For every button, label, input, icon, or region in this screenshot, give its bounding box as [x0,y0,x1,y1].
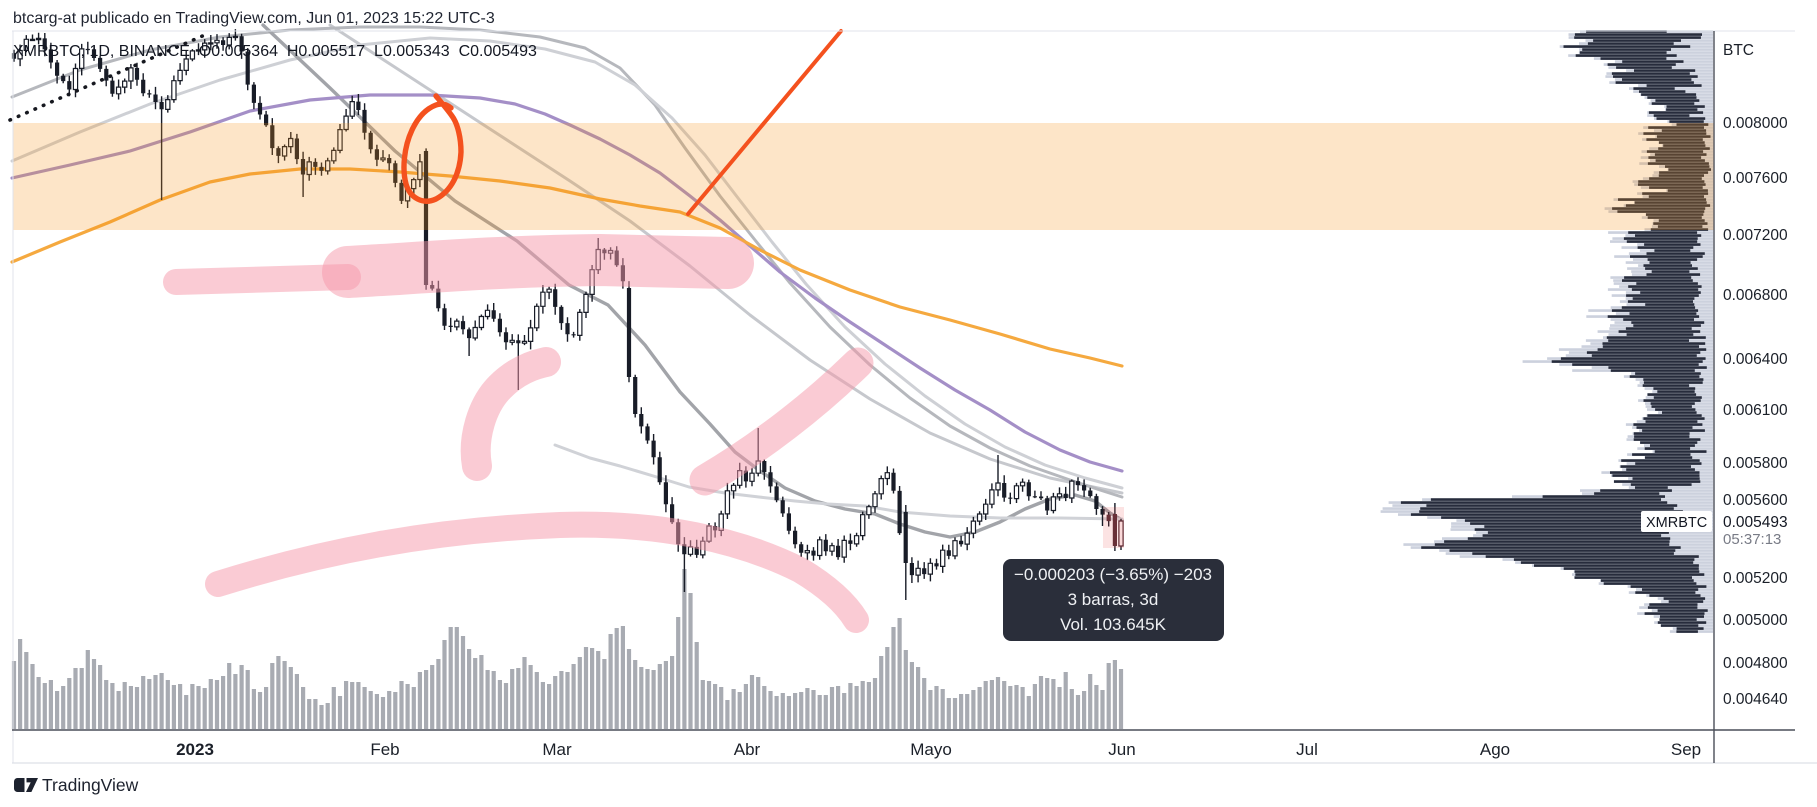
svg-text:3 barras, 3d: 3 barras, 3d [1068,590,1159,609]
svg-text:Vol. 103.645K: Vol. 103.645K [1060,615,1167,634]
svg-text:0.005200: 0.005200 [1723,570,1788,587]
svg-text:0.007600: 0.007600 [1723,170,1788,187]
svg-text:Feb: Feb [370,740,399,759]
svg-text:0.005800: 0.005800 [1723,455,1788,472]
svg-text:0.005600: 0.005600 [1723,492,1788,509]
svg-text:0.006400: 0.006400 [1723,351,1788,368]
svg-text:btcarg-at publicado en Trading: btcarg-at publicado en TradingView.com, … [13,10,495,27]
svg-text:2023: 2023 [176,740,214,759]
svg-text:0.006100: 0.006100 [1723,402,1788,419]
svg-text:0.004640: 0.004640 [1723,691,1788,708]
svg-text:Sep: Sep [1671,740,1701,759]
svg-text:0.008000: 0.008000 [1723,115,1788,132]
svg-text:0.005493: 0.005493 [1723,514,1788,531]
svg-text:XMRBTC, 1D, BINANCE O0.005364: XMRBTC, 1D, BINANCE O0.005364 H0.005517 … [13,43,537,60]
svg-text:0.007200: 0.007200 [1723,227,1788,244]
svg-text:TradingView: TradingView [42,775,139,795]
svg-text:0.005000: 0.005000 [1723,612,1788,629]
svg-text:Mayo: Mayo [910,740,952,759]
svg-text:XMRBTC: XMRBTC [1646,515,1707,531]
svg-text:Abr: Abr [734,740,761,759]
svg-text:Mar: Mar [542,740,572,759]
svg-text:Jul: Jul [1296,740,1318,759]
svg-text:BTC: BTC [1723,42,1754,59]
svg-text:−0.000203 (−3.65%) −203: −0.000203 (−3.65%) −203 [1014,565,1212,584]
svg-text:05:37:13: 05:37:13 [1723,531,1781,548]
svg-text:Ago: Ago [1480,740,1510,759]
svg-text:Jun: Jun [1108,740,1135,759]
svg-text:0.004800: 0.004800 [1723,655,1788,672]
svg-text:0.006800: 0.006800 [1723,287,1788,304]
